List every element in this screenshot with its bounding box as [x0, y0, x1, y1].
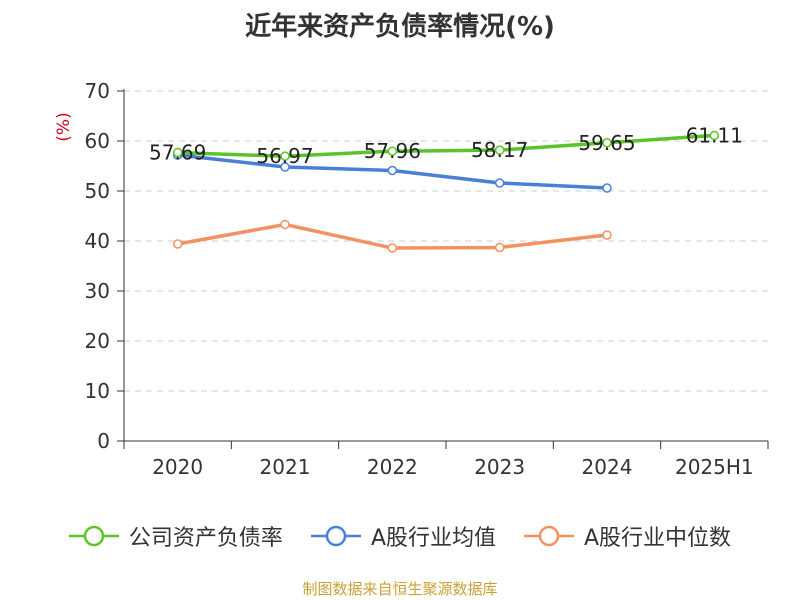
y-axis-label: (%)	[54, 112, 74, 141]
data-point	[172, 239, 183, 249]
legend-marker-icon	[524, 525, 574, 547]
data-label: 56.97	[256, 144, 313, 168]
legend-label: A股行业中位数	[584, 526, 732, 551]
y-tick-label: 10	[85, 379, 110, 403]
y-tick-label: 40	[85, 229, 110, 253]
y-tick-label: 70	[85, 79, 110, 103]
data-point	[494, 145, 505, 155]
x-tick-label: 2025H1	[675, 455, 754, 479]
chart-title: 近年来资产负债率情况(%)	[245, 12, 555, 42]
legend-item: A股行业中位数	[524, 520, 731, 552]
data-label: 58.17	[471, 138, 528, 162]
y-tick-label: 0	[97, 429, 110, 453]
y-tick-label: 50	[85, 179, 110, 203]
data-label: 57.96	[364, 139, 421, 163]
legend-item: A股行业均值	[310, 520, 496, 552]
data-point	[709, 130, 720, 141]
legend: 公司资产负债率 A股行业均值 A股行业中位数	[0, 520, 800, 552]
x-tick-label: 2022	[367, 455, 418, 479]
x-tick-label: 2023	[474, 455, 525, 479]
legend-marker-icon	[310, 525, 361, 547]
legend-label: A股行业均值	[370, 526, 496, 551]
legend-label: 公司资产负债率	[128, 526, 283, 551]
x-tick-label: 2024	[582, 455, 633, 479]
data-point	[172, 147, 183, 158]
data-point	[494, 242, 505, 253]
data-point	[280, 219, 290, 230]
data-point	[602, 183, 612, 193]
data-point	[602, 230, 612, 240]
legend-item: 公司资产负债率	[68, 520, 283, 552]
data-point	[494, 178, 505, 188]
data-label: 57.69	[149, 141, 206, 165]
data-label: 59.65	[578, 131, 635, 155]
data-point	[387, 165, 398, 176]
data-point	[280, 162, 290, 172]
data-point	[602, 138, 612, 148]
x-tick-label: 2020	[152, 455, 203, 479]
data-point	[280, 151, 290, 161]
data-label: 61.11	[686, 123, 743, 147]
y-tick-label: 30	[85, 279, 110, 303]
source-note: 制图数据来自恒生聚源数据库	[302, 580, 498, 598]
data-point	[387, 146, 398, 156]
legend-marker-icon	[68, 525, 119, 547]
data-point	[387, 243, 398, 253]
y-tick-label: 60	[85, 129, 110, 153]
series-line	[177, 133, 715, 158]
x-tick-label: 2021	[260, 455, 311, 479]
y-tick-label: 20	[85, 329, 110, 353]
